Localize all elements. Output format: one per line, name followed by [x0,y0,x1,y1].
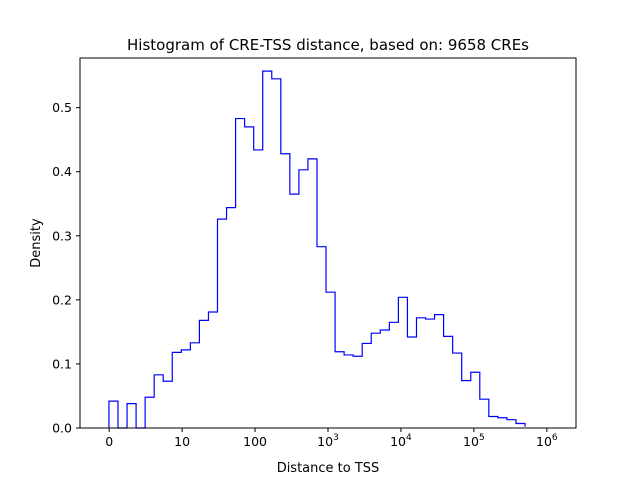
y-tick-label: 0.5 [52,100,72,115]
x-axis: 0 10 100 103 104 105 106 [105,428,558,449]
x-axis-label: Distance to TSS [277,461,380,476]
x-tick-label: 103 [317,433,339,449]
x-tick-label: 104 [390,433,412,449]
y-tick-label: 0.3 [52,228,72,243]
y-tick-label: 0.1 [52,356,72,371]
x-tick-label: 106 [536,433,558,449]
chart-title: Histogram of CRE-TSS distance, based on:… [127,36,529,54]
y-tick-label: 0.4 [52,164,72,179]
plot-area [108,70,526,429]
x-tick-label: 100 [243,434,267,449]
y-tick-label: 0.2 [52,292,72,307]
x-tick-label: 0 [105,434,113,449]
y-axis-label: Density [29,218,44,268]
y-tick-label: 0.0 [52,421,72,436]
histogram-step-line [108,70,526,429]
x-tick-label: 10 [174,434,190,449]
y-axis: 0.0 0.1 0.2 0.3 0.4 0.5 [52,100,80,436]
x-tick-label: 105 [463,433,485,449]
